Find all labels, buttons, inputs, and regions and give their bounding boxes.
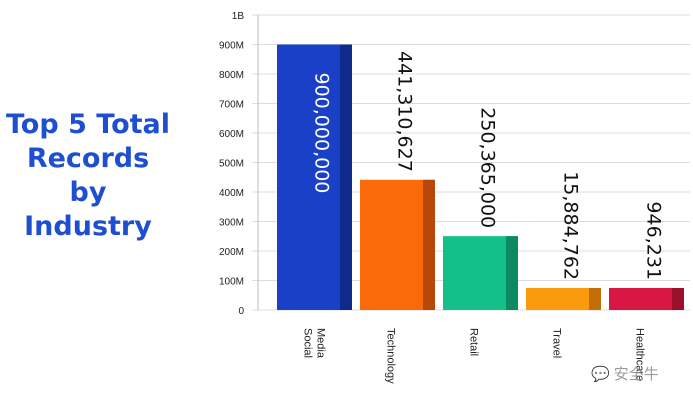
bar-technology xyxy=(360,179,435,310)
bar-side xyxy=(672,288,684,310)
y-tick-label: 800M xyxy=(219,70,244,81)
y-tick-label: 400M xyxy=(219,188,244,199)
data-label: 15,884,762 xyxy=(560,171,582,280)
bar-face xyxy=(609,288,684,310)
wechat-icon: 💬 xyxy=(591,365,610,383)
x-axis-labels: Social Media Technology Retail Travel Healthc… xyxy=(302,328,646,384)
chart-title: Top 5 Total Records by Industry xyxy=(2,108,174,244)
x-tick-label: Technology xyxy=(385,328,397,384)
y-tick-label: 200M xyxy=(219,247,244,258)
watermark-text: 安全牛 xyxy=(613,365,659,383)
bar-side xyxy=(423,179,435,310)
bar-side xyxy=(506,236,518,310)
x-tick-label: Media xyxy=(315,328,327,359)
chart-title-line-3: by Industry xyxy=(24,177,152,242)
data-label: 441,310,627 xyxy=(394,51,416,172)
data-label: 900,000,000 xyxy=(311,73,333,194)
y-tick-label: 100M xyxy=(219,277,244,288)
bars xyxy=(277,44,684,310)
data-label: 250,365,000 xyxy=(477,107,499,228)
y-tick-label: 300M xyxy=(219,218,244,229)
y-tick-label: 1B xyxy=(232,11,245,22)
bar-face xyxy=(277,44,352,310)
y-tick-label: 700M xyxy=(219,100,244,111)
bar-side xyxy=(589,288,601,310)
watermark: 💬 安全牛 xyxy=(591,363,659,384)
bar-healthcare xyxy=(609,288,684,310)
y-axis: 0 100M 200M 300M 400M 500M 600M 700M 800M 900M 1B xyxy=(219,11,259,317)
x-tick-label: Travel xyxy=(551,328,563,358)
bar-face xyxy=(360,179,435,310)
y-tick-label: 900M xyxy=(219,41,244,52)
bar-social-media xyxy=(277,44,352,310)
y-tick-label: 0 xyxy=(238,306,244,317)
y-tick-label: 600M xyxy=(219,129,244,140)
bar-side xyxy=(340,44,352,310)
y-tick-label: 500M xyxy=(219,159,244,170)
data-labels: 900,000,000 441,310,627 250,365,000 15,884,… xyxy=(311,51,665,280)
x-tick-label: Healthcare xyxy=(634,328,646,381)
data-label: 946,231 xyxy=(643,201,665,280)
bar-retail xyxy=(443,236,518,310)
bar-face xyxy=(526,288,601,310)
x-tick-label: Retail xyxy=(468,328,480,356)
bar-travel xyxy=(526,288,601,310)
chart-title-line-1: Top 5 Total xyxy=(5,109,171,140)
bar-face xyxy=(443,236,518,310)
x-tick-label: Social xyxy=(302,328,314,358)
chart-title-line-2: Records xyxy=(26,143,150,174)
